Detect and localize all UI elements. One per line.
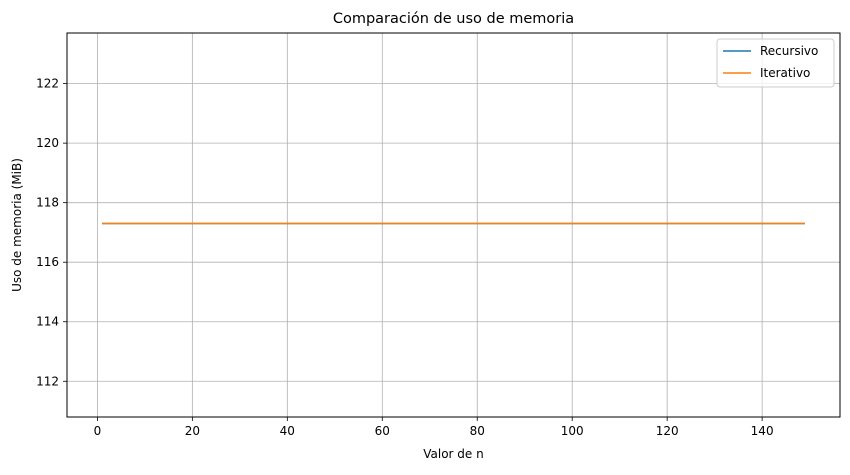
- x-axis-label: Valor de n: [423, 447, 483, 461]
- y-tick-label: 118: [36, 196, 59, 210]
- plot-frame: [66, 32, 841, 418]
- y-tick-label: 120: [36, 136, 59, 150]
- y-tick-label: 112: [36, 374, 59, 388]
- legend-label-recursivo: Recursivo: [760, 44, 818, 58]
- x-tick-label: 20: [185, 424, 200, 438]
- x-tick-label: 40: [280, 424, 295, 438]
- x-tick-label: 0: [94, 424, 102, 438]
- x-tick-label: 100: [561, 424, 584, 438]
- y-tick-label: 114: [36, 315, 59, 329]
- y-axis-label: Uso de memoria (MiB): [10, 158, 24, 292]
- x-tick-label: 140: [751, 424, 774, 438]
- legend-label-iterativo: Iterativo: [760, 66, 810, 80]
- chart-title: Comparación de uso de memoria: [333, 11, 574, 27]
- x-tick-label: 120: [656, 424, 679, 438]
- x-tick-label: 60: [375, 424, 390, 438]
- x-tick-label: 80: [470, 424, 485, 438]
- grid: [67, 33, 840, 417]
- y-ticks: 112 114 116 118 120 122: [36, 77, 67, 388]
- y-tick-label: 116: [36, 255, 59, 269]
- legend: Recursivo Iterativo: [716, 38, 835, 88]
- x-ticks: 0 20 40 60 80 100 120 140: [94, 417, 774, 438]
- y-tick-label: 122: [36, 77, 59, 91]
